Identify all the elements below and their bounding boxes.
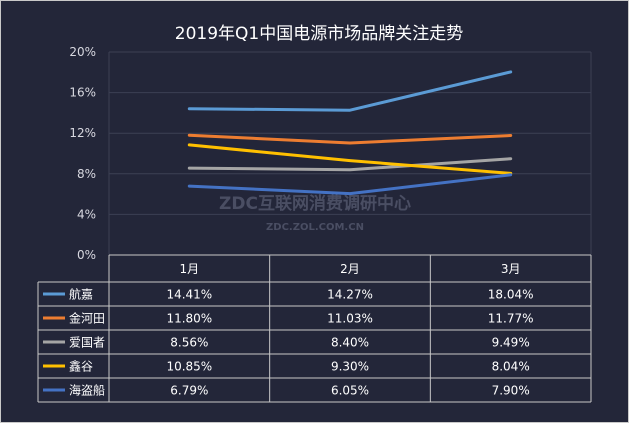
data-label: 6.05% — [331, 384, 369, 398]
watermark: ZDC互联网消费调研中心 ZDC.ZOL.COM.CN — [219, 193, 411, 233]
watermark-url: ZDC.ZOL.COM.CN — [266, 222, 364, 233]
data-label: 8.04% — [492, 360, 530, 374]
series-line-x — [187, 143, 513, 175]
y-tick-20: 20% — [69, 45, 96, 59]
data-label: 11.80% — [166, 312, 212, 326]
x-tick-1: 1月 — [180, 262, 200, 276]
data-label: 14.41% — [166, 288, 212, 302]
y-axis-ticks: 0% 4% 8% 12% 16% 20% — [69, 45, 96, 262]
x-tick-3: 3月 — [501, 262, 521, 276]
y-tick-0: 0% — [77, 248, 96, 262]
series-line-x — [187, 70, 513, 112]
legend-label-x: 航嘉 — [69, 287, 93, 302]
legend-label-x: 鑫谷 — [69, 359, 93, 374]
chart-title: 2019年Q1中国电源市场品牌关注走势 — [175, 24, 463, 44]
legend-label-x: 爱国者 — [69, 336, 105, 350]
data-label: 9.30% — [331, 360, 369, 374]
y-tick-12: 12% — [69, 126, 96, 140]
legend-label-x: 金河田 — [69, 311, 105, 326]
data-label: 14.27% — [327, 288, 373, 302]
data-label: 8.40% — [331, 336, 369, 350]
data-label: 18.04% — [488, 288, 534, 302]
y-tick-4: 4% — [77, 207, 96, 221]
gridlines — [108, 51, 592, 255]
data-label: 8.56% — [170, 336, 208, 350]
data-label: 6.79% — [170, 384, 208, 398]
data-label: 11.03% — [327, 312, 373, 326]
data-label: 7.90% — [492, 384, 530, 398]
x-tick-2: 2月 — [340, 262, 360, 276]
legend-label-x: 海盗船 — [69, 383, 105, 398]
series-line-x — [187, 133, 513, 145]
data-label: 11.77% — [488, 312, 534, 326]
series-line-x — [187, 173, 513, 196]
data-label: 10.85% — [166, 360, 212, 374]
y-tick-16: 16% — [69, 86, 96, 100]
series-lines — [187, 70, 513, 196]
y-tick-8: 8% — [77, 167, 96, 181]
data-label: 9.49% — [492, 336, 530, 350]
series-line-x — [187, 157, 513, 172]
watermark-text: ZDC互联网消费调研中心 — [219, 193, 411, 214]
